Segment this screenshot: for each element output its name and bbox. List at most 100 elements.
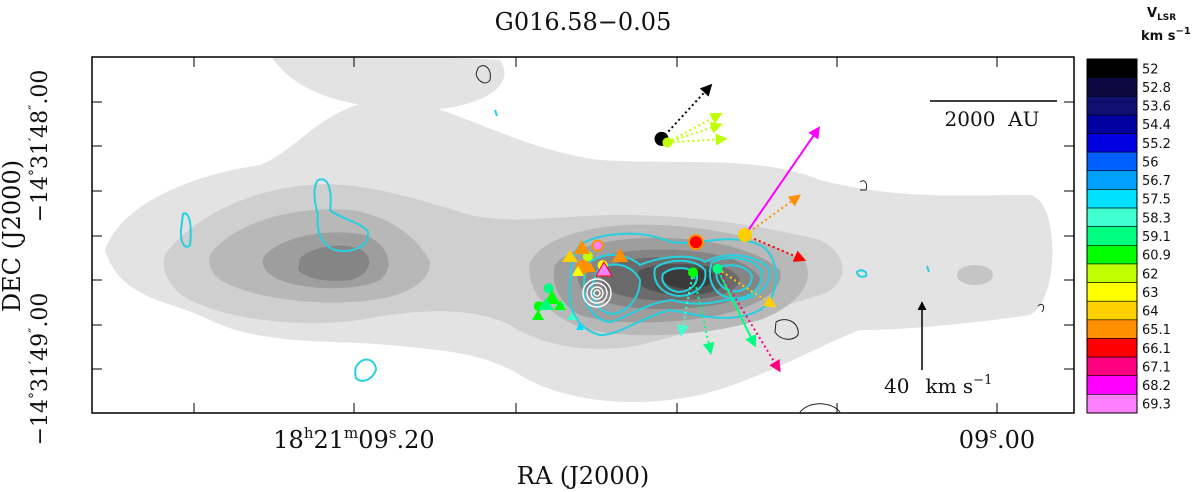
- maser-spot: [543, 283, 554, 294]
- x-tick-labels: 18h21m09s.20 09s.00: [273, 424, 1035, 454]
- proper-motion-vectors: [660, 83, 821, 373]
- colorbar-swatch: [1086, 170, 1138, 190]
- colorbar-tick-label: 52: [1142, 62, 1159, 77]
- cyan-contour-west: [313, 178, 370, 252]
- x-tick-label-left: 18h21m09s.20: [273, 424, 434, 454]
- colorbar-tick-label: 56: [1142, 155, 1159, 170]
- proper-motion-arrow: [744, 194, 801, 236]
- colorbar-swatch: [1086, 245, 1138, 265]
- colorbar-swatch: [1086, 300, 1138, 321]
- maser-spot: [712, 263, 723, 274]
- triangle-marker: [612, 248, 628, 262]
- y-tick-label-top: −14°31′48″.00: [27, 70, 53, 223]
- black-contour-5: [1037, 303, 1045, 313]
- x-tick-label-right: 09s.00: [959, 424, 1035, 454]
- continuum-level-1b: [271, 57, 505, 110]
- y-tick-label-bottom: −14°31′49″.00: [27, 293, 53, 446]
- y-axis-label: DEC (J2000): [0, 160, 26, 312]
- continuum-blob-small: [912, 262, 932, 274]
- plot-frame: [91, 56, 1075, 414]
- colorbar-swatch: [1086, 375, 1138, 395]
- proper-motion-arrow: [677, 272, 694, 338]
- triangle-marker: [576, 322, 584, 330]
- black-contours: [475, 65, 1045, 413]
- proper-motion-arrow: [716, 267, 777, 308]
- colorbar-frame: [1086, 58, 1138, 414]
- colorbar-tick-label: 64: [1142, 305, 1159, 320]
- black-contour-2: [774, 319, 799, 340]
- cyan-contour-main-2: [582, 253, 772, 324]
- proper-motion-arrow: [660, 83, 713, 140]
- line-contours: [179, 109, 930, 382]
- colorbar-title: VLSR: [1147, 6, 1176, 23]
- triangle-marker: [584, 262, 596, 272]
- core-contours: [582, 278, 612, 308]
- cyan-contour-small-4: [926, 265, 930, 273]
- cyan-contour-main-4: [653, 259, 707, 298]
- triangle-marker: [532, 310, 544, 320]
- velocity-scale-label: 40 km s−1: [884, 373, 992, 398]
- colorbar-tick-label: 68.2: [1142, 379, 1171, 394]
- proper-motion-arrow: [744, 234, 807, 262]
- proper-motion-arrow: [666, 112, 723, 144]
- cyan-contour-main-7: [661, 267, 699, 294]
- continuum-level-5: [298, 245, 370, 281]
- maser-spot: [591, 239, 604, 252]
- maser-spot: [687, 234, 704, 251]
- scale-bar: 2000 AU: [930, 100, 1057, 131]
- triangle-markers: [532, 240, 628, 330]
- colorbar-swatch: [1086, 58, 1138, 78]
- proper-motion-arrow: [667, 122, 723, 144]
- colorbar-swatch: [1086, 77, 1138, 97]
- scale-bar-label: 2000 AU: [945, 107, 1040, 131]
- colorbar-tick-label: 58.3: [1142, 211, 1171, 226]
- cyan-contour-main-3: [590, 263, 642, 316]
- colorbar-tick-label: 52.8: [1142, 81, 1171, 96]
- cyan-contour-main-outer: [568, 232, 778, 337]
- colorbar-swatch: [1086, 133, 1138, 153]
- colorbar-tick-label: 55.2: [1142, 137, 1171, 152]
- x-axis-label: RA (J2000): [517, 462, 649, 490]
- colorbar-tick-label: 63: [1142, 286, 1159, 301]
- colorbar-swatch: [1086, 189, 1138, 209]
- colorbar-unit: km s−1: [1141, 26, 1191, 44]
- colorbar-swatch: [1086, 282, 1138, 302]
- colorbar-tick-label: 60.9: [1142, 249, 1171, 264]
- colorbar-tick-label: 66.1: [1142, 342, 1171, 357]
- colorbar-tick-label: 59.1: [1142, 230, 1171, 245]
- velocity-scale: 40 km s−1: [884, 301, 992, 398]
- colorbar-swatch: [1086, 394, 1138, 414]
- black-contour-4: [799, 403, 841, 413]
- cyan-contour-small-5: [494, 109, 498, 117]
- triangle-marker: [544, 290, 560, 304]
- triangle-marker: [574, 240, 590, 254]
- triangle-marker: [562, 250, 578, 262]
- cyan-contour-main-6: [715, 264, 754, 293]
- colorbar-swatch: [1086, 356, 1138, 377]
- colorbar-swatch: [1086, 114, 1138, 134]
- proper-motion-arrow: [744, 126, 821, 236]
- colorbar-tick-label: 67.1: [1142, 360, 1171, 375]
- continuum-level-8: [662, 268, 713, 289]
- colorbar-swatch: [1086, 338, 1138, 358]
- colorbar-tick-label: 69.3: [1142, 398, 1171, 413]
- triangle-marker: [572, 266, 584, 276]
- maser-spot: [662, 137, 673, 148]
- colorbar-tick-label: 65.1: [1142, 323, 1171, 338]
- triangle-marker: [595, 260, 613, 277]
- chart-title: G016.58−0.05: [495, 8, 672, 36]
- black-contour-3: [859, 180, 868, 191]
- colorbar-tick-label: 62: [1142, 267, 1159, 282]
- colorbar-tick-label: 57.5: [1142, 193, 1171, 208]
- colorbar-swatch: [1086, 263, 1138, 283]
- cyan-contour-small-1: [179, 212, 192, 248]
- core-ring-2: [586, 282, 608, 304]
- cyan-contour-small-2: [354, 358, 378, 382]
- cyan-contour-small-3: [855, 269, 868, 278]
- y-tick-labels: −14°31′48″.00 −14°31′49″.00: [27, 70, 53, 446]
- black-contour-1: [475, 65, 491, 84]
- cyan-contour-main-5: [709, 256, 764, 300]
- colorbar-tick-label: 54.4: [1142, 118, 1171, 133]
- proper-motion-arrow: [692, 272, 715, 355]
